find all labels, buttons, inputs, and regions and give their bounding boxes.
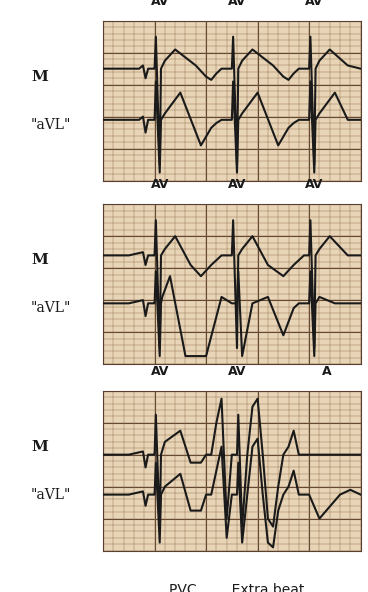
Text: PVC        Extra beat: PVC Extra beat bbox=[169, 583, 305, 592]
Text: M: M bbox=[31, 70, 48, 83]
Text: "aVL": "aVL" bbox=[31, 301, 71, 315]
Text: AV: AV bbox=[228, 0, 246, 8]
Text: "aVL": "aVL" bbox=[31, 118, 71, 131]
Text: AV: AV bbox=[151, 0, 169, 8]
Text: PVC: PVC bbox=[222, 396, 252, 411]
Text: AV: AV bbox=[228, 365, 246, 378]
Text: A: A bbox=[322, 365, 332, 378]
Text: AV: AV bbox=[305, 0, 323, 8]
Text: AV: AV bbox=[151, 365, 169, 378]
Text: "aVL": "aVL" bbox=[31, 488, 71, 501]
Text: M: M bbox=[31, 253, 48, 267]
Text: AV: AV bbox=[305, 178, 323, 191]
Text: M: M bbox=[31, 440, 48, 453]
Text: AV: AV bbox=[228, 178, 246, 191]
Text: AV: AV bbox=[151, 178, 169, 191]
